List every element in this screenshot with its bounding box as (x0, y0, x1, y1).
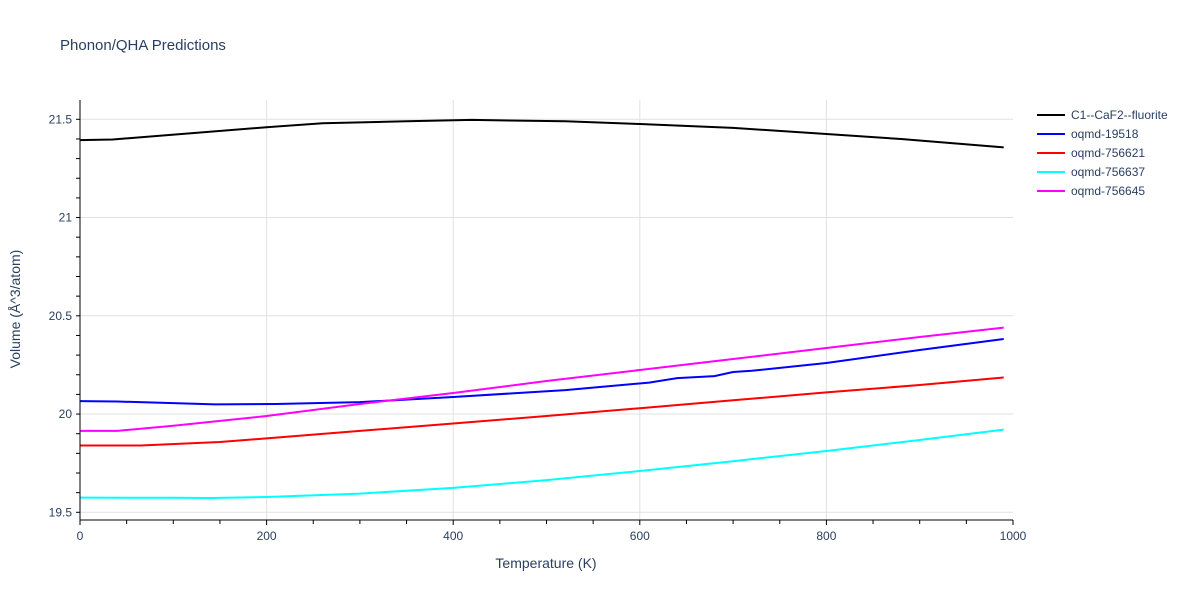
y-tick-label: 21.5 (49, 112, 73, 126)
legend-label: oqmd-19518 (1071, 127, 1139, 141)
grid (80, 100, 1013, 520)
legend-item[interactable]: oqmd-756637 (1037, 165, 1145, 179)
legend-item[interactable]: C1--CaF2--fluorite (1037, 108, 1168, 122)
x-tick-label: 0 (77, 529, 84, 543)
y-tick-label: 20 (59, 407, 73, 421)
series-line-C1--CaF2--fluorite (79, 118, 1004, 149)
legend-item[interactable]: oqmd-756645 (1037, 184, 1145, 198)
y-tick-label: 21 (59, 211, 73, 225)
series-lines (79, 118, 1004, 499)
series-line-oqmd-756645 (80, 326, 1004, 432)
y-tick-label: 20.5 (49, 309, 73, 323)
x-tick-label: 400 (443, 529, 463, 543)
y-tick-label: 19.5 (49, 505, 73, 519)
chart-title: Phonon/QHA Predictions (60, 37, 226, 54)
series-line-oqmd-756621 (80, 376, 1004, 447)
legend-label: C1--CaF2--fluorite (1071, 108, 1168, 122)
legend-label: oqmd-756645 (1071, 184, 1145, 198)
x-tick-label: 1000 (1000, 529, 1027, 543)
x-tick-label: 600 (630, 529, 650, 543)
x-tick-label: 200 (257, 529, 277, 543)
legend-label: oqmd-756621 (1071, 146, 1145, 160)
legend-item[interactable]: oqmd-19518 (1037, 127, 1139, 141)
legend-item[interactable]: oqmd-756621 (1037, 146, 1145, 160)
axes: 0 200 400 600 800 1000 19.5 20 20.5 21 21.5 (49, 100, 1027, 543)
series-line-oqmd-756637 (79, 428, 1004, 499)
y-axis-label: Volume (Å^3/atom) (7, 250, 23, 369)
series-line-oqmd-19518 (79, 338, 1004, 406)
x-axis-label: Temperature (K) (495, 555, 596, 571)
legend[interactable]: C1--CaF2--fluorite oqmd-19518 oqmd-756621 o… (1037, 108, 1168, 198)
x-tick-label: 800 (816, 529, 836, 543)
legend-label: oqmd-756637 (1071, 165, 1145, 179)
